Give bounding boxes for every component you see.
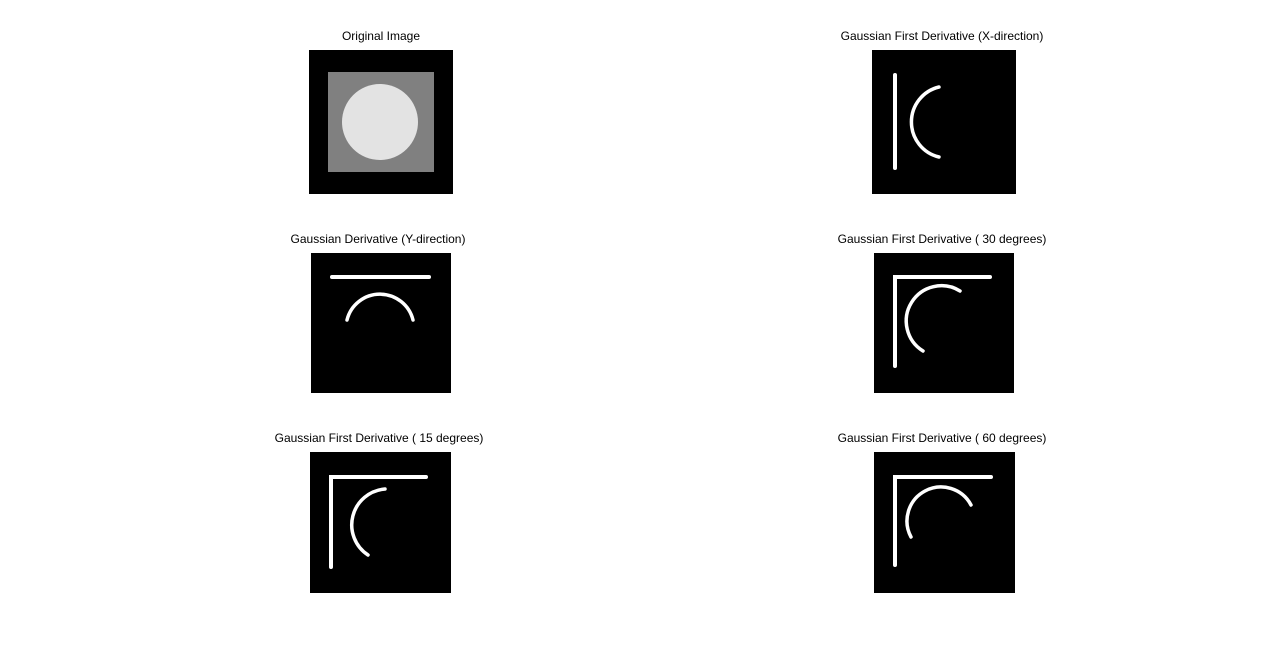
panel-title-x-direction: Gaussian First Derivative (X-direction)	[840, 29, 1044, 43]
deg30-canvas	[893, 275, 992, 368]
arc-edge	[350, 487, 387, 557]
arc-edge	[905, 485, 973, 539]
y-direction-image	[311, 253, 451, 393]
panel-title-60-degrees: Gaussian First Derivative ( 60 degrees)	[837, 431, 1047, 445]
original-image	[309, 50, 453, 194]
panel-title-15-degrees: Gaussian First Derivative ( 15 degrees)	[274, 431, 484, 445]
y-direction-canvas	[330, 275, 431, 322]
deg30-image	[874, 253, 1014, 393]
corner-edge	[893, 475, 993, 567]
corner-edge	[893, 275, 992, 368]
x-direction-canvas	[893, 73, 941, 170]
deg15-image	[310, 452, 451, 593]
arc-edge	[904, 284, 962, 353]
deg15-canvas	[329, 475, 428, 569]
left-arc-edge	[909, 85, 941, 159]
original-image-canvas	[309, 50, 453, 194]
top-arc-edge	[345, 292, 415, 322]
x-direction-image	[872, 50, 1016, 194]
corner-edge	[329, 475, 428, 569]
deg60-canvas	[893, 475, 993, 567]
deg60-image	[874, 452, 1015, 593]
panel-title-30-degrees: Gaussian First Derivative ( 30 degrees)	[837, 232, 1047, 246]
panel-title-original: Original Image	[341, 29, 421, 43]
light-circle	[342, 84, 418, 160]
panel-title-y-direction: Gaussian Derivative (Y-direction)	[290, 232, 466, 246]
